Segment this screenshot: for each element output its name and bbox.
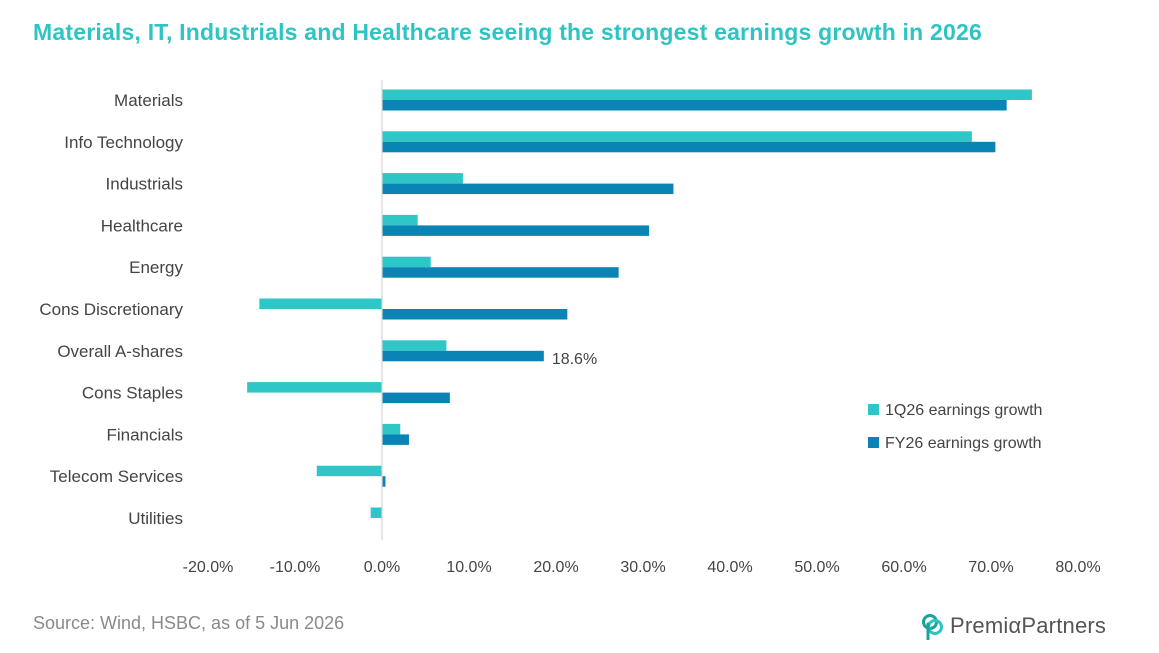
bar-1q26 — [382, 214, 418, 226]
x-tick-label: 70.0% — [968, 559, 1013, 576]
category-label: Cons Discretionary — [39, 300, 183, 319]
bar-fy26 — [382, 267, 619, 278]
earnings-growth-bar-chart: Materials Info Technology Industrials Healt… — [39, 80, 1101, 576]
category-label: Overall A-shares — [57, 342, 183, 361]
bar-fy26 — [382, 183, 674, 195]
brand-logo: PremiαPartners — [920, 612, 1106, 640]
bar-fy26 — [382, 225, 650, 236]
legend-label-fy26: FY26 earnings growth — [885, 435, 1042, 452]
bar-fy26 — [382, 434, 409, 445]
bar-1q26 — [382, 423, 401, 435]
bar-1q26 — [316, 465, 382, 477]
category-label: Telecom Services — [50, 467, 183, 486]
x-tick-label: 30.0% — [620, 559, 665, 576]
category-label: Financials — [106, 425, 183, 444]
category-label: Utilities — [128, 509, 183, 528]
category-label: Cons Staples — [82, 384, 183, 403]
bar-1q26 — [382, 256, 431, 268]
x-tick-label: -20.0% — [183, 559, 234, 576]
bar-1q26 — [382, 89, 1032, 100]
category-label: Energy — [129, 258, 183, 277]
x-tick-label: 0.0% — [364, 559, 400, 576]
bar-fy26 — [382, 141, 996, 153]
bar-fy26 — [382, 350, 544, 362]
bar-fy26 — [382, 309, 568, 320]
x-tick-label: 40.0% — [707, 559, 752, 576]
category-label: Info Technology — [64, 133, 183, 152]
x-tick-label: 80.0% — [1055, 559, 1100, 576]
legend-swatch-fy26 — [868, 437, 879, 448]
premia-partners-logo-icon — [922, 614, 943, 640]
bar-1q26 — [247, 382, 382, 393]
source-note: Source: Wind, HSBC, as of 5 Jun 2026 — [33, 613, 345, 633]
legend-swatch-1q26 — [868, 404, 879, 415]
bar-fy26 — [382, 476, 386, 487]
bar-1q26 — [370, 507, 382, 518]
bar-1q26 — [382, 173, 463, 184]
category-label: Industrials — [106, 175, 183, 194]
bar-fy26 — [382, 392, 450, 404]
bar-1q26 — [382, 131, 972, 142]
x-tick-label: 10.0% — [446, 559, 491, 576]
bar-1q26 — [382, 340, 447, 351]
category-label: Healthcare — [101, 216, 183, 235]
x-tick-label: 50.0% — [794, 559, 839, 576]
x-tick-label: 20.0% — [533, 559, 578, 576]
legend-label-1q26: 1Q26 earnings growth — [885, 402, 1042, 419]
data-label: 18.6% — [552, 351, 597, 368]
x-tick-label: -10.0% — [270, 559, 321, 576]
bar-fy26 — [382, 100, 1007, 111]
category-label: Materials — [114, 91, 183, 110]
brand-name: PremiαPartners — [950, 613, 1107, 638]
x-tick-label: 60.0% — [881, 559, 926, 576]
chart-title: Materials, IT, Industrials and Healthcar… — [33, 19, 982, 45]
bar-1q26 — [259, 298, 382, 309]
